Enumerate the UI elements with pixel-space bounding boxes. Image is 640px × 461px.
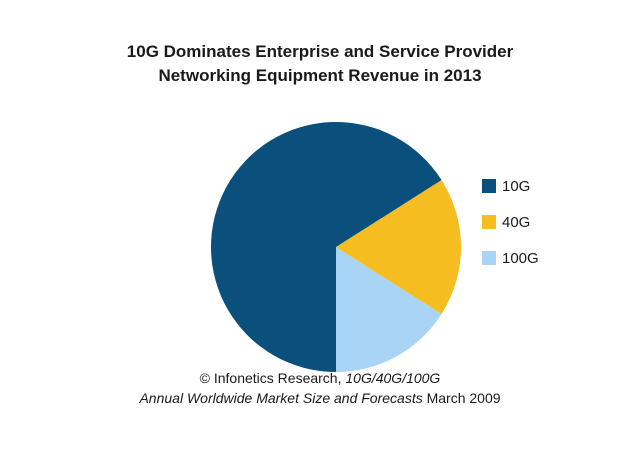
pie-slice-10g (211, 121, 442, 372)
chart-title-line-2: Networking Equipment Revenue in 2013 (158, 66, 482, 85)
source-report-title: 10G/40G/100G (345, 370, 441, 386)
legend-label-100g: 100G (502, 249, 539, 267)
legend-item-100g: 100G (482, 249, 539, 267)
legend-swatch-10g (482, 179, 496, 193)
legend-label-10g: 10G (502, 177, 531, 195)
legend-swatch-40g (482, 215, 496, 229)
legend-label-40g: 40G (502, 213, 531, 231)
source-report-subtitle: Annual Worldwide Market Size and Forecas… (139, 390, 423, 406)
pie-slice-40g (336, 180, 462, 314)
pie-slice-100g (336, 247, 442, 372)
legend-swatch-100g (482, 251, 496, 265)
legend-item-40g: 40G (482, 213, 539, 231)
source-publisher: © Infonetics Research, (199, 370, 346, 386)
chart-title-line-1: 10G Dominates Enterprise and Service Pro… (126, 42, 514, 61)
chart-legend: 10G 40G 100G (482, 178, 539, 286)
source-line-1: © Infonetics Research, 10G/40G/100G (0, 368, 640, 388)
source-footer: © Infonetics Research, 10G/40G/100G Annu… (0, 368, 640, 408)
legend-item-10g: 10G (482, 177, 539, 195)
source-line-2: Annual Worldwide Market Size and Forecas… (0, 388, 640, 408)
source-date: March 2009 (422, 390, 501, 406)
chart-title: 10G Dominates Enterprise and Service Pro… (0, 40, 640, 88)
